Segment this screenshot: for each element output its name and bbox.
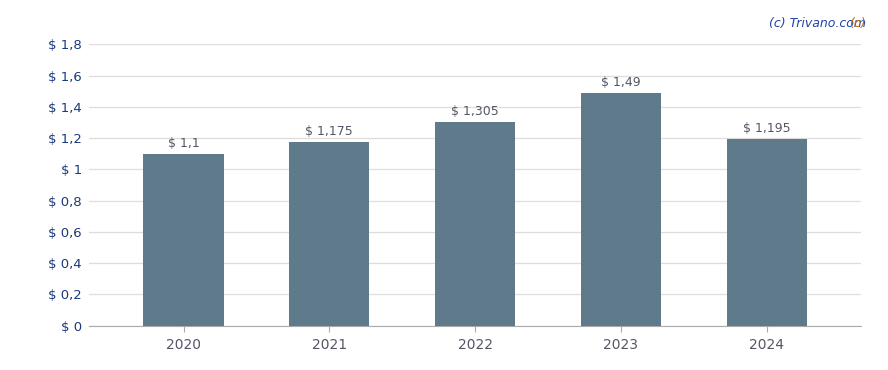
Bar	[726, 139, 806, 326]
Bar	[144, 154, 224, 326]
Text: (c): (c)	[849, 17, 866, 30]
Text: (c) Trivano.com: (c) Trivano.com	[769, 17, 866, 30]
Text: $ 1,175: $ 1,175	[305, 125, 353, 138]
Bar	[435, 122, 515, 326]
Bar	[581, 93, 661, 326]
Text: $ 1,195: $ 1,195	[742, 122, 790, 135]
Text: $ 1,1: $ 1,1	[168, 137, 200, 150]
Text: $ 1,49: $ 1,49	[601, 76, 640, 89]
Text: $ 1,305: $ 1,305	[451, 105, 499, 118]
Bar	[289, 142, 369, 326]
